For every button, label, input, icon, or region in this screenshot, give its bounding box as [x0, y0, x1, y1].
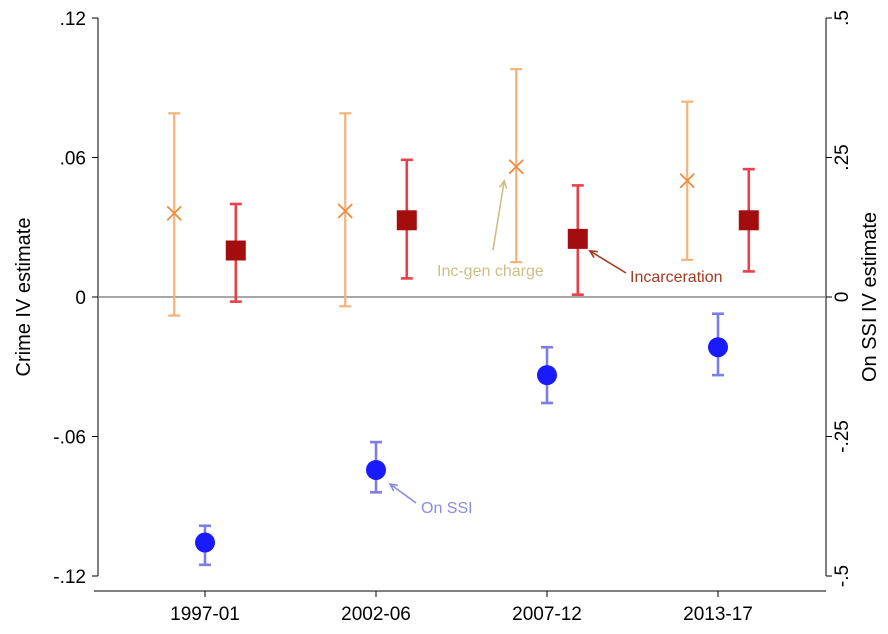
- x-tick-label: 1997-01: [170, 604, 240, 625]
- point-inc_gen: [166, 205, 182, 221]
- x-tick-label: 2007-12: [512, 604, 582, 625]
- y-tick-label-left: -.12: [53, 567, 86, 588]
- annotation-arrow-inc-gen-head: [498, 178, 508, 189]
- point-inc_gen: [337, 203, 353, 219]
- annotation-incarceration: Incarceration: [630, 269, 723, 286]
- x-tick-label: 2013-17: [683, 604, 753, 625]
- annotation-arrow-inc-gen: [492, 180, 506, 251]
- point-on_ssi: [708, 337, 728, 358]
- point-incarceration: [225, 240, 246, 261]
- annotation-arrow-on-ssi-head: [388, 482, 399, 492]
- y-tick-label-right: .25: [832, 144, 853, 170]
- point-incarceration: [396, 210, 417, 231]
- annotation-arrow-on-ssi: [389, 483, 417, 504]
- axes-layer: .12 .06 0 -.06 -.12 .5 .25 0 -.25 -.5 1997-01 2002-…: [53, 9, 853, 625]
- y-tick-label-right: -.25: [832, 420, 853, 453]
- x-tick-label: 2002-06: [341, 604, 411, 625]
- point-on_ssi: [537, 365, 557, 386]
- point-on_ssi: [195, 532, 215, 553]
- y-tick-label-left: .06: [60, 149, 86, 170]
- y-tick-label-left: -.06: [53, 428, 86, 449]
- marks-layer: [166, 68, 759, 567]
- point-on_ssi: [366, 459, 386, 480]
- y-tick-label-right: -.5: [832, 565, 853, 587]
- point-inc_gen: [679, 173, 695, 189]
- annotation-on-ssi: On SSI: [421, 500, 473, 517]
- annotation-arrow-incarceration-head: [588, 249, 598, 259]
- point-inc_gen: [508, 159, 524, 175]
- point-incarceration: [738, 210, 759, 231]
- annotations-layer: Inc-gen charge Incarceration On SSI: [388, 178, 723, 517]
- point-incarceration: [567, 228, 588, 249]
- annotation-inc-gen-charge: Inc-gen charge: [437, 263, 544, 280]
- y-tick-label-left: 0: [75, 288, 86, 309]
- y-tick-label-right: .5: [832, 10, 853, 26]
- annotation-arrow-incarceration: [589, 250, 627, 274]
- y-tick-label-right: 0: [832, 292, 853, 303]
- y-tick-label-left: .12: [60, 9, 86, 30]
- y-axis-title-right: On SSI IV estimate: [859, 212, 881, 382]
- y-axis-title-left: Crime IV estimate: [13, 218, 35, 377]
